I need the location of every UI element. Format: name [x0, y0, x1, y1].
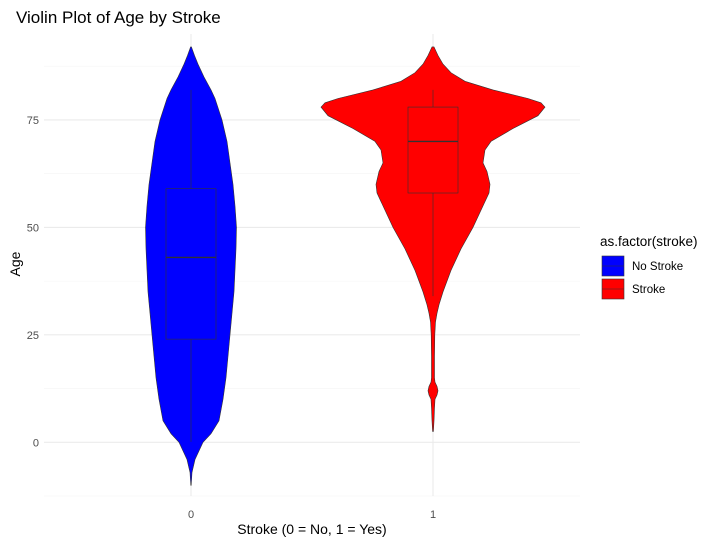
boxplot-0: [165, 89, 217, 442]
x-axis-title: Stroke (0 = No, 1 = Yes): [237, 521, 386, 537]
y-axis-title: Age: [7, 251, 23, 276]
y-tick-label: 0: [33, 437, 39, 449]
x-tick-label: 0: [188, 509, 194, 521]
box-iqr: [407, 106, 459, 194]
legend: as.factor(stroke) No Stroke Stroke: [600, 234, 698, 300]
chart-title: Violin Plot of Age by Stroke: [16, 8, 221, 27]
legend-item: No Stroke: [601, 255, 683, 277]
violin-0: [145, 46, 237, 486]
y-tick-label: 50: [27, 222, 39, 234]
boxplot-1: [407, 89, 459, 297]
boxplots: [165, 89, 459, 442]
y-tick-label: 25: [27, 330, 39, 342]
violins: [145, 46, 546, 486]
y-tick-label: 75: [27, 115, 39, 127]
box-iqr: [165, 188, 217, 340]
y-axis-ticks: 0 25 50 75: [27, 115, 39, 449]
x-tick-label: 1: [430, 509, 436, 521]
legend-label: Stroke: [632, 284, 665, 296]
legend-item: Stroke: [601, 278, 665, 300]
legend-title: as.factor(stroke): [600, 234, 698, 249]
legend-label: No Stroke: [632, 261, 683, 273]
